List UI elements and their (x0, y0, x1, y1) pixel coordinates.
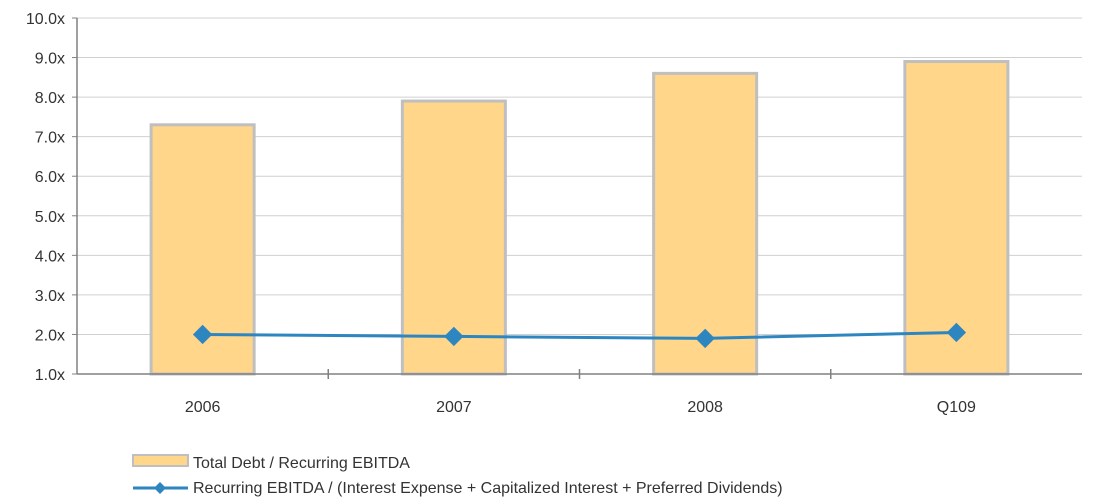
bar-series (149, 60, 1010, 376)
y-tick-label: 7.0x (35, 130, 65, 147)
y-axis-ticks: 1.0x 2.0x 3.0x 4.0x 5.0x 6.0x 7.0x 8.0x 9.0x 10.0… (26, 11, 77, 384)
x-tick-label: 2007 (436, 399, 472, 416)
line-point (695, 328, 715, 349)
y-tick-label: 9.0x (35, 51, 65, 68)
y-tick-label: 6.0x (35, 169, 65, 186)
y-tick-label: 5.0x (35, 209, 65, 226)
line-series (192, 322, 967, 349)
y-tick-label: 1.0x (35, 367, 65, 384)
legend-swatch-marker (154, 482, 166, 494)
x-axis-ticks: 2006 2007 2008 Q109 (185, 369, 976, 416)
x-tick-label: 2008 (687, 399, 723, 416)
y-tick-label: 10.0x (26, 11, 65, 28)
y-tick-label: 4.0x (35, 248, 65, 265)
legend-label-line: Recurring EBITDA / (Interest Expense + C… (193, 480, 783, 497)
legend-label-bar: Total Debt / Recurring EBITDA (193, 455, 410, 472)
line-point (946, 322, 967, 343)
x-tick-label: Q109 (937, 399, 976, 416)
y-tick-label: 3.0x (35, 288, 65, 305)
y-tick-label: 2.0x (35, 327, 65, 344)
legend: Total Debt / Recurring EBITDA Recurring … (132, 454, 783, 497)
line-point (444, 326, 464, 347)
y-tick-label: 8.0x (35, 90, 65, 107)
x-tick-label: 2006 (185, 399, 221, 416)
series-line (202, 330, 957, 340)
legend-swatch-bar (132, 454, 189, 467)
line-point (192, 324, 213, 345)
